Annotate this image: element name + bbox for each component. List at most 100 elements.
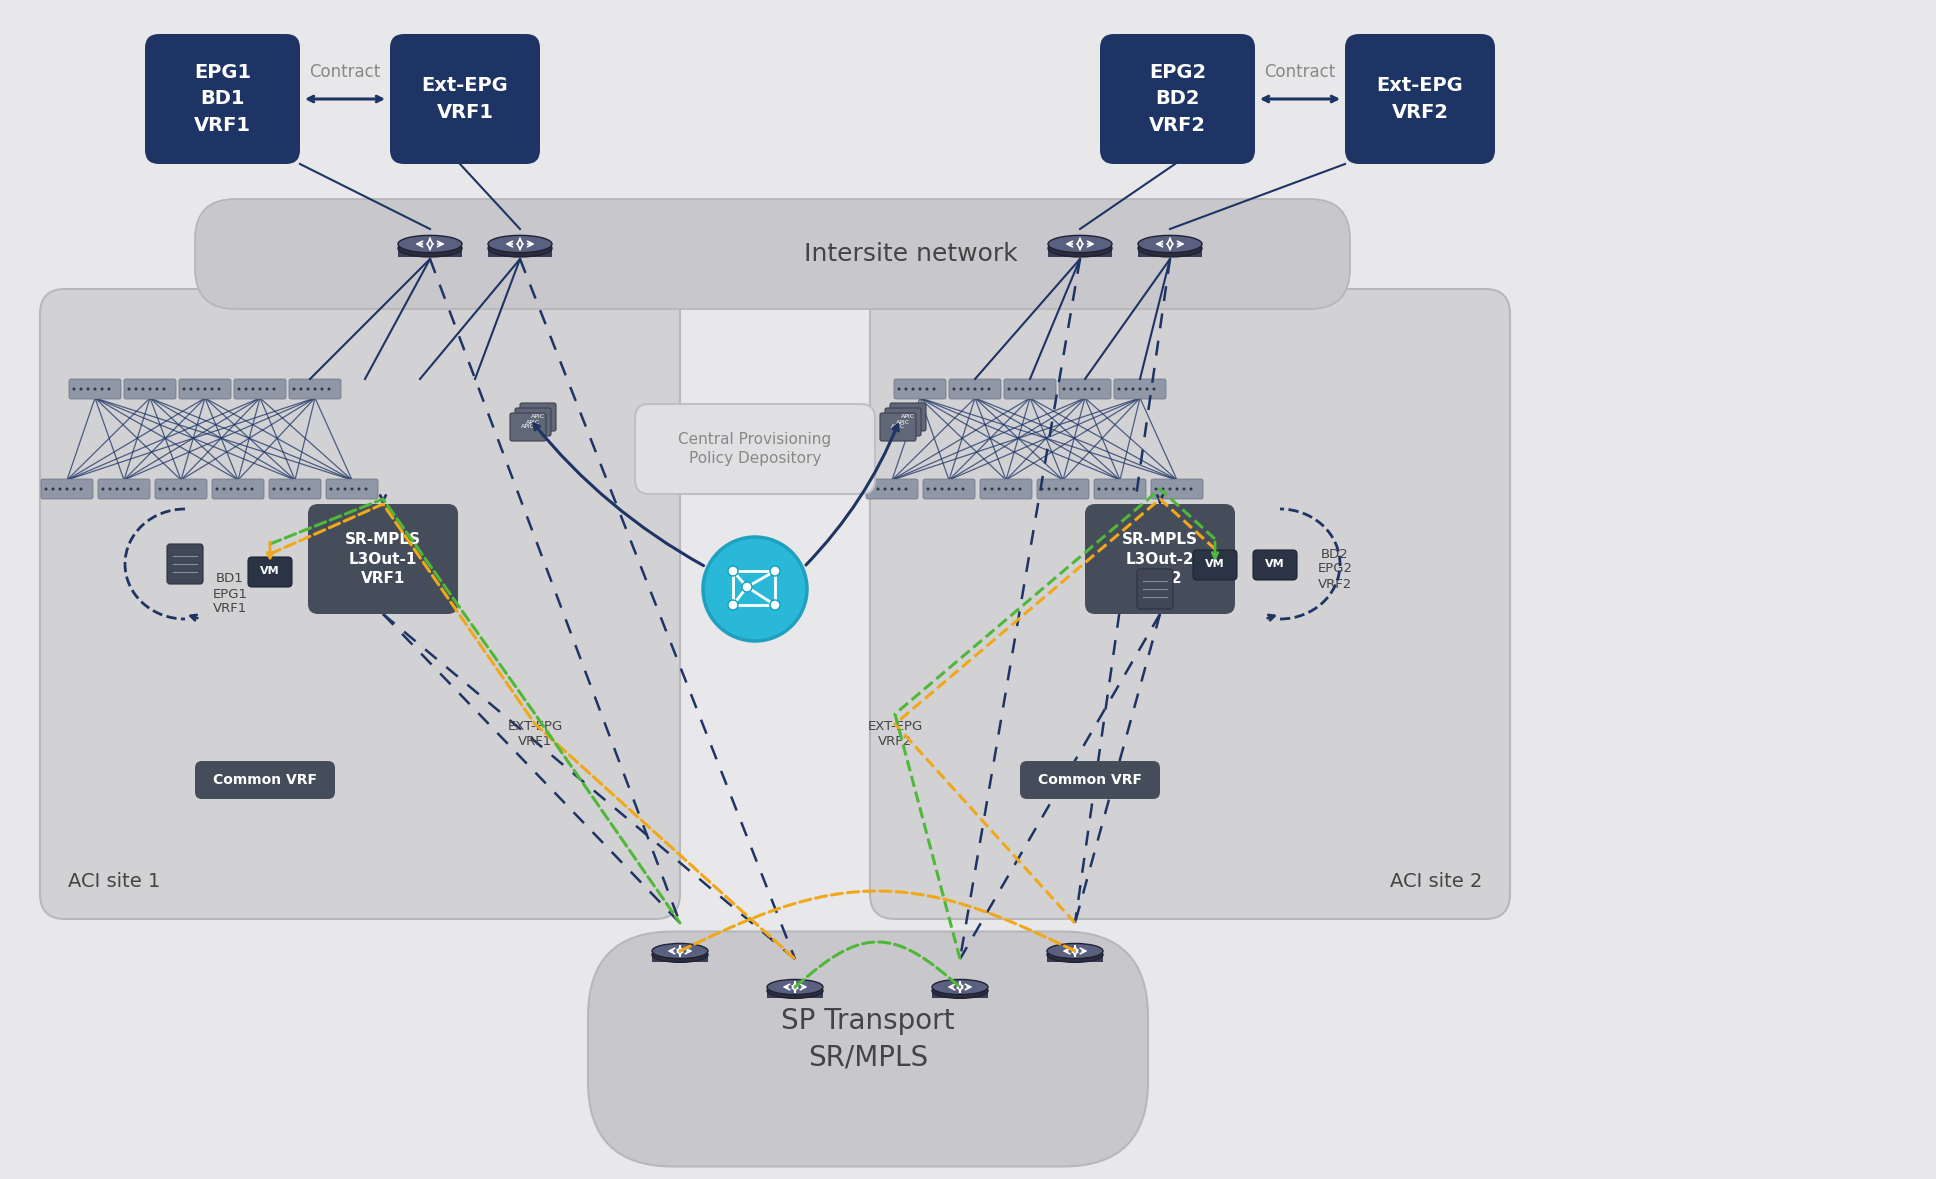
Ellipse shape: [931, 980, 987, 995]
Text: SR-MPLS
L3Out-1
VRF1: SR-MPLS L3Out-1 VRF1: [345, 532, 420, 586]
Circle shape: [163, 388, 165, 390]
FancyBboxPatch shape: [635, 404, 875, 494]
FancyBboxPatch shape: [865, 479, 918, 499]
Polygon shape: [1047, 249, 1111, 257]
Circle shape: [941, 487, 943, 490]
Circle shape: [300, 388, 302, 390]
Circle shape: [128, 388, 130, 390]
FancyBboxPatch shape: [923, 479, 976, 499]
Ellipse shape: [1047, 239, 1111, 257]
FancyBboxPatch shape: [269, 479, 321, 499]
Text: APIC: APIC: [527, 420, 540, 424]
FancyBboxPatch shape: [1020, 760, 1160, 799]
Circle shape: [1131, 388, 1134, 390]
FancyBboxPatch shape: [869, 289, 1510, 918]
Circle shape: [306, 388, 310, 390]
Text: ACI site 2: ACI site 2: [1390, 872, 1481, 891]
Circle shape: [1028, 388, 1032, 390]
Ellipse shape: [488, 239, 552, 257]
FancyBboxPatch shape: [325, 479, 378, 499]
Circle shape: [1007, 388, 1011, 390]
Circle shape: [108, 487, 112, 490]
Circle shape: [1125, 487, 1129, 490]
Circle shape: [72, 487, 76, 490]
Circle shape: [172, 487, 176, 490]
Text: APIC: APIC: [896, 420, 910, 424]
Circle shape: [244, 487, 246, 490]
Circle shape: [1036, 388, 1038, 390]
Circle shape: [1061, 487, 1065, 490]
Circle shape: [1084, 388, 1086, 390]
Circle shape: [877, 487, 879, 490]
Text: VM: VM: [259, 566, 281, 577]
Ellipse shape: [1047, 236, 1111, 252]
Circle shape: [953, 388, 956, 390]
Circle shape: [1133, 487, 1136, 490]
Circle shape: [1063, 388, 1065, 390]
Circle shape: [238, 388, 240, 390]
Circle shape: [1117, 388, 1121, 390]
FancyBboxPatch shape: [1113, 378, 1165, 399]
FancyBboxPatch shape: [1152, 479, 1202, 499]
Polygon shape: [1138, 249, 1202, 257]
Circle shape: [45, 487, 48, 490]
Circle shape: [960, 388, 962, 390]
Ellipse shape: [1138, 239, 1202, 257]
Circle shape: [294, 487, 296, 490]
Circle shape: [292, 388, 296, 390]
FancyBboxPatch shape: [196, 760, 335, 799]
Circle shape: [1014, 388, 1018, 390]
Ellipse shape: [931, 983, 987, 999]
Circle shape: [250, 487, 254, 490]
Circle shape: [259, 388, 261, 390]
FancyBboxPatch shape: [891, 403, 925, 432]
Text: Contract: Contract: [1264, 62, 1336, 81]
Circle shape: [159, 487, 161, 490]
FancyBboxPatch shape: [515, 408, 552, 436]
Circle shape: [904, 388, 908, 390]
Circle shape: [1069, 388, 1073, 390]
FancyBboxPatch shape: [155, 479, 207, 499]
Circle shape: [1076, 487, 1078, 490]
Circle shape: [116, 487, 118, 490]
Circle shape: [203, 388, 207, 390]
Circle shape: [1047, 487, 1051, 490]
Circle shape: [771, 566, 780, 577]
Circle shape: [149, 388, 151, 390]
Circle shape: [329, 487, 333, 490]
Circle shape: [869, 487, 873, 490]
Circle shape: [314, 388, 316, 390]
Text: Contract: Contract: [310, 62, 381, 81]
Circle shape: [991, 487, 993, 490]
Circle shape: [215, 487, 219, 490]
Circle shape: [217, 388, 221, 390]
Circle shape: [904, 487, 908, 490]
FancyBboxPatch shape: [166, 544, 203, 584]
FancyBboxPatch shape: [41, 289, 680, 918]
Circle shape: [101, 388, 103, 390]
Circle shape: [1005, 487, 1007, 490]
Circle shape: [130, 487, 132, 490]
FancyBboxPatch shape: [1059, 378, 1111, 399]
Circle shape: [101, 487, 105, 490]
Circle shape: [1169, 487, 1171, 490]
Circle shape: [728, 600, 738, 610]
Circle shape: [1146, 388, 1148, 390]
FancyBboxPatch shape: [521, 403, 556, 432]
Circle shape: [79, 388, 83, 390]
Circle shape: [1022, 388, 1024, 390]
Ellipse shape: [767, 980, 823, 995]
Circle shape: [1040, 487, 1044, 490]
Circle shape: [1069, 487, 1071, 490]
Circle shape: [703, 536, 807, 641]
Circle shape: [741, 582, 751, 592]
FancyBboxPatch shape: [885, 408, 922, 436]
Ellipse shape: [767, 983, 823, 999]
Circle shape: [898, 388, 900, 390]
Ellipse shape: [652, 943, 709, 959]
Polygon shape: [767, 990, 823, 999]
Circle shape: [223, 487, 225, 490]
Circle shape: [1183, 487, 1185, 490]
Text: APIC: APIC: [900, 415, 916, 420]
Circle shape: [236, 487, 240, 490]
